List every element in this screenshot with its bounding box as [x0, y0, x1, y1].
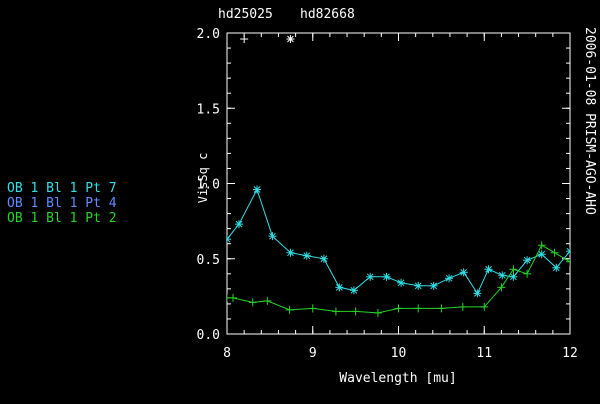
- data-point: [484, 265, 493, 274]
- symbol-marker: [286, 35, 295, 44]
- data-point: [366, 272, 375, 281]
- legend: OB 1 Bl 1 Pt 7OB 1 Bl 1 Pt 4OB 1 Bl 1 Pt…: [7, 181, 117, 226]
- header-title-right: hd82668: [300, 7, 355, 22]
- x-tick-label: 8: [223, 346, 231, 361]
- data-point: [308, 304, 317, 313]
- series-line: [227, 188, 570, 295]
- y-tick-label: 2.0: [197, 27, 220, 42]
- data-point: [509, 265, 518, 274]
- data-point: [437, 304, 446, 313]
- y-tick-label: 1.5: [197, 102, 220, 117]
- series-1: [227, 241, 570, 317]
- y-tick-label: 0.5: [197, 253, 220, 268]
- data-point: [498, 271, 507, 280]
- data-point: [235, 220, 244, 229]
- data-point: [480, 302, 489, 311]
- data-point: [414, 304, 423, 313]
- data-point: [229, 293, 238, 302]
- data-point: [509, 272, 518, 281]
- data-point: [285, 305, 294, 314]
- y-tick-label: 1.0: [197, 178, 220, 193]
- data-point: [473, 289, 482, 298]
- legend-entry: OB 1 Bl 1 Pt 4: [7, 196, 117, 211]
- header-title-left: hd25025: [218, 7, 273, 22]
- data-point: [497, 283, 506, 292]
- data-point: [523, 269, 532, 278]
- x-axis-label: Wavelength [mu]: [339, 371, 456, 386]
- data-point: [445, 274, 454, 283]
- data-point: [248, 298, 257, 307]
- x-tick-label: 10: [391, 346, 407, 361]
- data-point: [459, 268, 468, 277]
- data-point: [253, 185, 262, 194]
- data-point: [319, 254, 328, 263]
- plot-frame: [226, 32, 571, 335]
- data-point: [349, 286, 358, 295]
- series-line: [227, 244, 570, 314]
- data-point: [566, 247, 570, 256]
- legend-entry: OB 1 Bl 1 Pt 2: [7, 211, 117, 226]
- y-tick-label: 0.0: [197, 328, 220, 343]
- data-point: [394, 304, 403, 313]
- data-point: [550, 248, 559, 257]
- series-0: [227, 185, 570, 298]
- legend-entry: OB 1 Bl 1 Pt 7: [7, 181, 117, 196]
- data-point: [227, 235, 231, 244]
- data-point: [263, 296, 272, 305]
- data-point: [302, 251, 311, 260]
- data-point: [397, 278, 406, 287]
- data-point: [268, 232, 277, 241]
- side-label: 2006-01-08 PRISM-AGO-AHO: [582, 27, 597, 215]
- plot-area: 8 9 10 11 12 0.0 0.5 1.0 1.5 2.0: [197, 27, 578, 361]
- data-point: [429, 281, 438, 290]
- data-point: [373, 308, 382, 317]
- data-point: [414, 281, 423, 290]
- y-axis-label: VisSq c: [196, 153, 210, 204]
- data-point: [566, 257, 570, 266]
- data-point: [552, 263, 561, 272]
- data-point: [286, 248, 295, 257]
- x-tick-label: 12: [562, 346, 578, 361]
- data-point: [537, 250, 546, 259]
- symbol-marker: [240, 35, 249, 44]
- data-point: [537, 241, 546, 250]
- data-point: [351, 307, 360, 316]
- data-point: [523, 256, 532, 265]
- data-point: [335, 283, 344, 292]
- x-tick-label: 9: [309, 346, 317, 361]
- x-tick-label: 11: [476, 346, 492, 361]
- data-point: [458, 302, 467, 311]
- data-point: [331, 307, 340, 316]
- data-point: [382, 272, 391, 281]
